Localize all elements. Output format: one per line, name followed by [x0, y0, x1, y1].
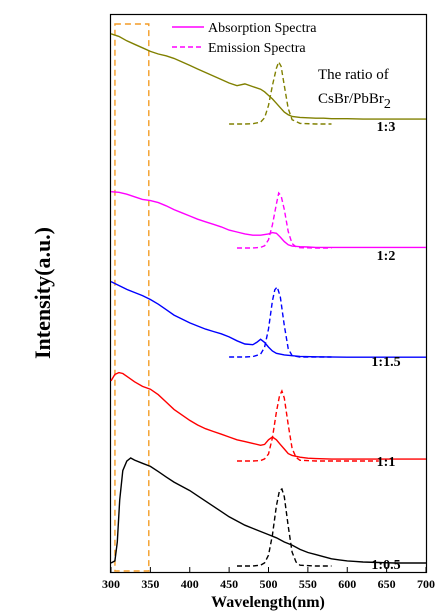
- ratio-label: 1:3: [377, 120, 396, 135]
- ratio-labels: 1:3 1:2 1:1.5 1:1 1:0.5: [371, 120, 400, 573]
- x-axis-title: Wavelength(nm): [211, 594, 325, 611]
- ratio-label: 1:1.5: [371, 355, 400, 370]
- absorption-line: [110, 280, 426, 358]
- absorption-line: [110, 457, 426, 564]
- x-tick-label: 350: [141, 577, 159, 591]
- annotation-line1: The ratio of: [318, 67, 389, 83]
- series-2: [110, 191, 426, 249]
- ratio-label: 1:2: [377, 249, 396, 264]
- absorption-line: [110, 191, 426, 249]
- x-tick-label: 400: [181, 577, 199, 591]
- x-tick-label: 550: [299, 577, 317, 591]
- x-tick-label: 300: [102, 577, 120, 591]
- ratio-label: 1:0.5: [371, 558, 400, 573]
- x-tick-label: 600: [338, 577, 356, 591]
- ratio-annotation: The ratio of CsBr/PbBr2: [318, 67, 391, 112]
- x-tick-label: 500: [260, 577, 278, 591]
- x-tick-label: 650: [378, 577, 396, 591]
- emission-line: [237, 487, 332, 567]
- emission-line: [229, 285, 332, 358]
- series-5: [110, 457, 426, 567]
- absorption-line: [110, 371, 426, 460]
- x-tick-label: 450: [220, 577, 238, 591]
- y-axis-title: Intensity(a.u.): [30, 227, 55, 359]
- emission-line: [237, 389, 379, 462]
- absorption-line: [110, 33, 426, 120]
- highlight-band: [114, 23, 150, 572]
- legend: Absorption Spectra Emission Spectra: [172, 21, 317, 56]
- emission-line: [237, 191, 332, 249]
- series-1: [110, 33, 426, 125]
- plot-frame: [109, 13, 428, 574]
- annotation-line2: CsBr/PbBr2: [318, 91, 391, 112]
- series-3: [110, 280, 426, 358]
- x-ticks: 300 350 400 450 500 550 600 650 700: [102, 567, 435, 591]
- annotation-formula: CsBr/PbBr: [318, 91, 384, 107]
- ratio-label: 1:1: [377, 455, 396, 470]
- legend-emission-label: Emission Spectra: [208, 41, 306, 56]
- x-tick-label: 700: [417, 577, 435, 591]
- emission-line: [229, 60, 332, 125]
- series-layer: [110, 33, 426, 567]
- series-4: [110, 371, 426, 462]
- legend-absorption-label: Absorption Spectra: [208, 21, 317, 36]
- annotation-subscript: 2: [384, 97, 391, 112]
